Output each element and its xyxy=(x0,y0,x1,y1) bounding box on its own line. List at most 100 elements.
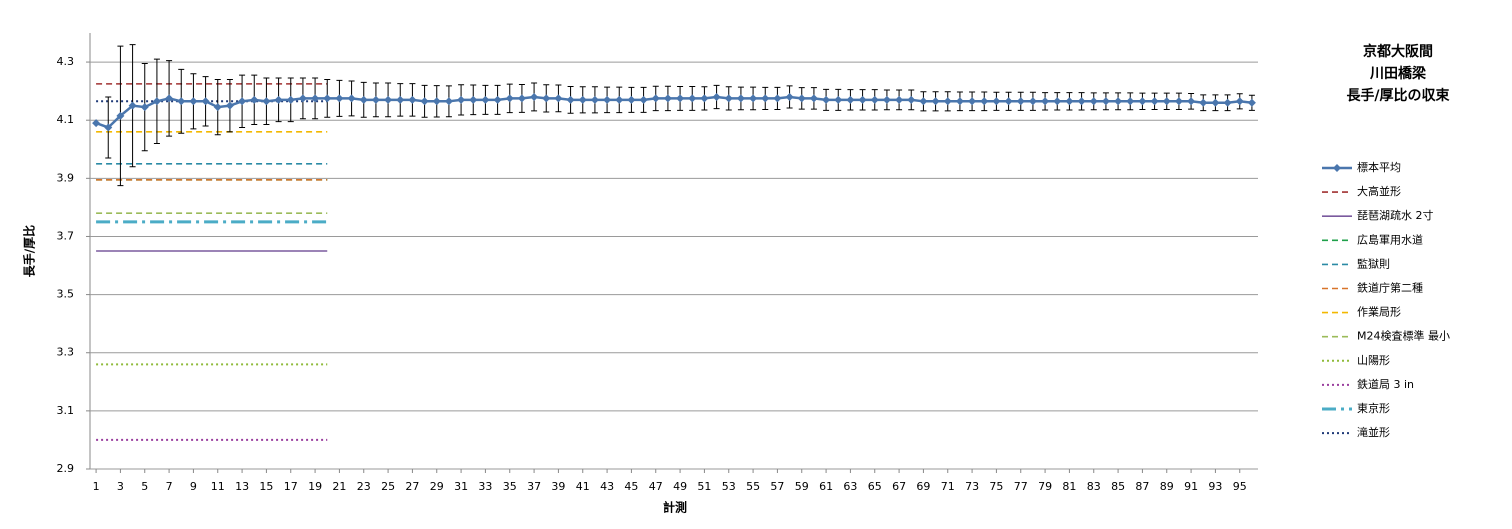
marker xyxy=(432,97,441,106)
x-tick-label: 85 xyxy=(1111,480,1125,493)
y-tick-label: 4.3 xyxy=(57,55,75,68)
legend-label: 広島軍用水道 xyxy=(1357,232,1423,246)
marker xyxy=(992,97,1001,106)
marker xyxy=(225,101,234,110)
x-tick-label: 55 xyxy=(746,480,760,493)
marker xyxy=(298,94,307,103)
marker xyxy=(1223,98,1232,107)
legend-label: 滝並形 xyxy=(1357,425,1390,439)
y-tick-label: 3.1 xyxy=(57,404,75,417)
x-tick-label: 81 xyxy=(1062,480,1076,493)
x-tick-label: 23 xyxy=(357,480,371,493)
x-tick-label: 3 xyxy=(117,480,124,493)
x-tick-label: 35 xyxy=(503,480,517,493)
x-tick-label: 71 xyxy=(941,480,955,493)
x-tick-label: 79 xyxy=(1038,480,1052,493)
x-tick-label: 57 xyxy=(770,480,784,493)
y-tick-label: 3.7 xyxy=(57,229,75,242)
marker xyxy=(1126,97,1135,106)
x-tick-label: 31 xyxy=(454,480,468,493)
x-tick-label: 73 xyxy=(965,480,979,493)
marker xyxy=(1004,97,1013,106)
marker xyxy=(384,95,393,104)
marker xyxy=(152,97,161,106)
marker xyxy=(1187,97,1196,106)
marker xyxy=(274,95,283,104)
x-tick-label: 19 xyxy=(308,480,322,493)
marker xyxy=(189,97,198,106)
marker xyxy=(663,94,672,103)
marker xyxy=(712,92,721,101)
marker xyxy=(919,97,928,106)
x-tick-label: 7 xyxy=(166,480,173,493)
x-tick-label: 47 xyxy=(649,480,663,493)
marker xyxy=(335,94,344,103)
x-tick-label: 43 xyxy=(600,480,614,493)
x-tick-label: 49 xyxy=(673,480,687,493)
marker xyxy=(250,95,259,104)
x-tick-label: 17 xyxy=(284,480,298,493)
marker xyxy=(1065,97,1074,106)
x-tick-label: 15 xyxy=(259,480,273,493)
x-tick-label: 95 xyxy=(1233,480,1247,493)
marker xyxy=(1028,97,1037,106)
marker xyxy=(968,97,977,106)
marker xyxy=(493,95,502,104)
marker xyxy=(1162,97,1171,106)
marker xyxy=(323,94,332,103)
x-tick-label: 77 xyxy=(1014,480,1028,493)
marker xyxy=(554,94,563,103)
marker xyxy=(639,95,648,104)
x-tick-label: 51 xyxy=(697,480,711,493)
marker xyxy=(1077,97,1086,106)
y-tick-label: 2.9 xyxy=(57,462,75,475)
marker xyxy=(396,95,405,104)
marker xyxy=(201,97,210,106)
y-tick-label: 4.1 xyxy=(57,113,75,126)
marker xyxy=(128,101,137,110)
marker xyxy=(615,95,624,104)
marker xyxy=(603,95,612,104)
marker xyxy=(578,95,587,104)
legend-label: 大高並形 xyxy=(1357,184,1401,198)
marker xyxy=(359,95,368,104)
marker xyxy=(834,95,843,104)
x-tick-label: 25 xyxy=(381,480,395,493)
legend-marker xyxy=(1333,164,1341,172)
marker xyxy=(92,119,101,128)
marker xyxy=(676,94,685,103)
marker xyxy=(651,94,660,103)
marker xyxy=(1101,97,1110,106)
marker xyxy=(140,103,149,112)
x-tick-label: 53 xyxy=(722,480,736,493)
chart-title: 川田橋梁 xyxy=(1369,65,1427,82)
x-tick-label: 89 xyxy=(1160,480,1174,493)
marker xyxy=(262,97,271,106)
chart-title: 京都大阪間 xyxy=(1363,43,1433,60)
marker xyxy=(590,95,599,104)
marker xyxy=(749,94,758,103)
marker xyxy=(785,92,794,101)
marker xyxy=(213,103,222,112)
x-tick-label: 67 xyxy=(892,480,906,493)
marker xyxy=(1247,98,1256,107)
marker xyxy=(505,94,514,103)
marker xyxy=(469,95,478,104)
marker xyxy=(311,94,320,103)
marker xyxy=(286,95,295,104)
marker xyxy=(371,95,380,104)
marker xyxy=(736,94,745,103)
marker xyxy=(1053,97,1062,106)
marker xyxy=(542,94,551,103)
x-tick-label: 63 xyxy=(843,480,857,493)
marker xyxy=(1199,98,1208,107)
marker xyxy=(1174,97,1183,106)
x-tick-label: 21 xyxy=(332,480,346,493)
marker xyxy=(846,95,855,104)
x-tick-label: 11 xyxy=(211,480,225,493)
marker xyxy=(104,123,113,132)
legend-label: M24検査標準 最小 xyxy=(1357,329,1450,343)
marker xyxy=(773,94,782,103)
x-tick-label: 65 xyxy=(868,480,882,493)
